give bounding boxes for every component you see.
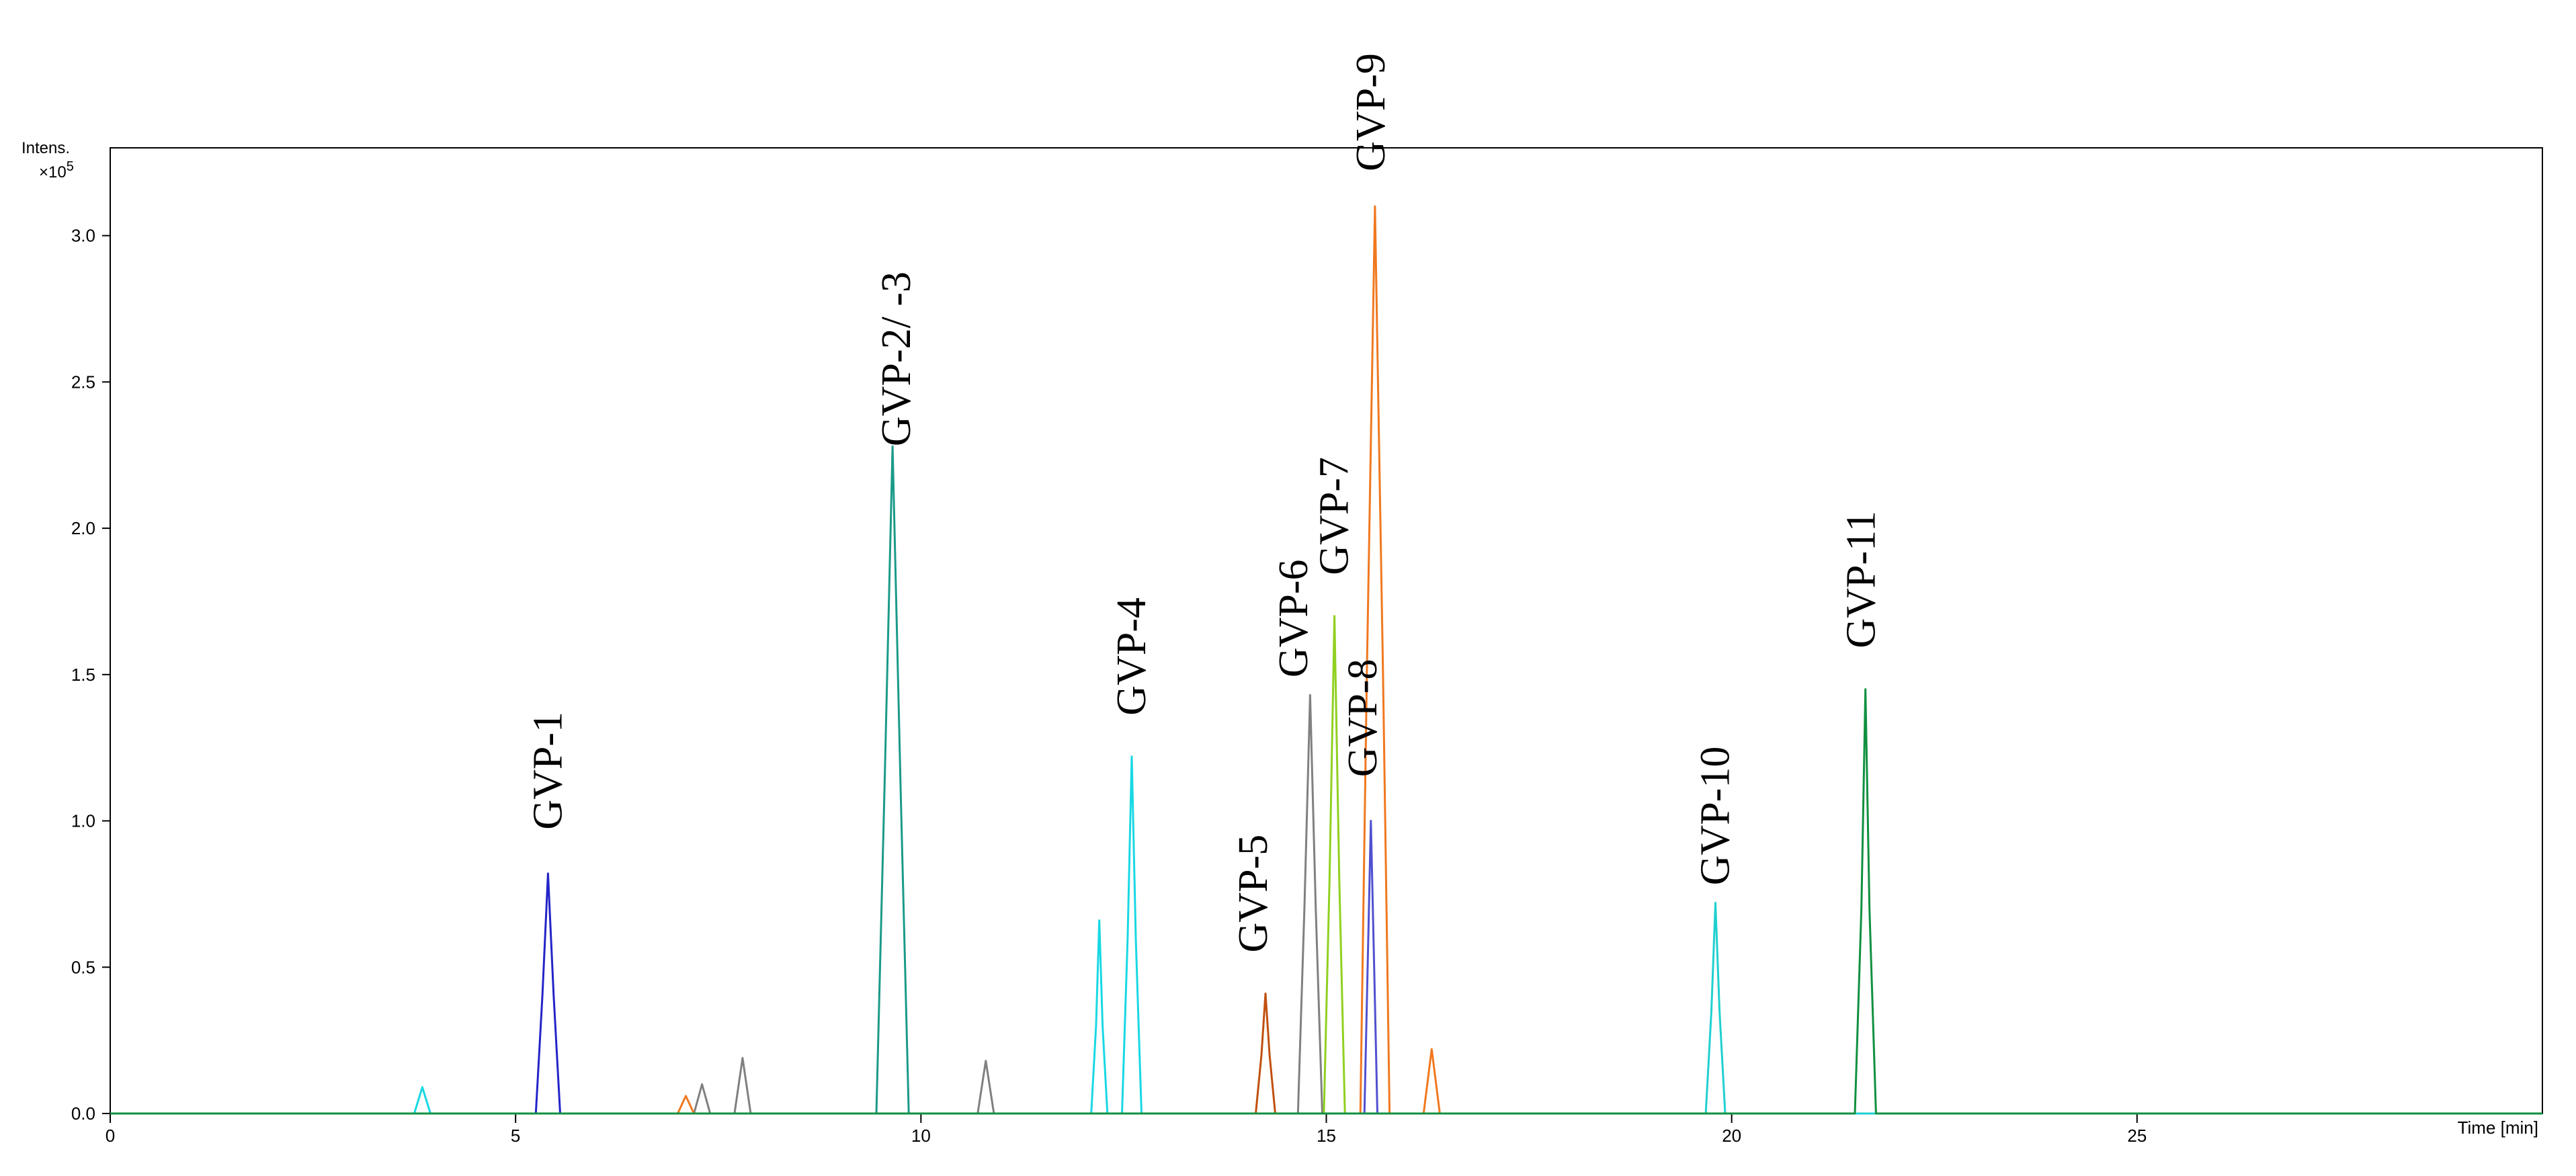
trace xyxy=(110,205,2542,1115)
peak-label: GVP-10 xyxy=(1693,747,1739,886)
x-tick-label: 25 xyxy=(2127,1126,2147,1146)
y-tick-label: 2.5 xyxy=(71,372,95,392)
x-tick-label: 15 xyxy=(1317,1126,1336,1146)
y-multiplier-exponent: 5 xyxy=(67,159,74,174)
y-tick-label: 0.0 xyxy=(71,1103,95,1124)
peak-label: GVP-9 xyxy=(1348,53,1394,171)
peak-label: GVP-7 xyxy=(1312,457,1358,575)
y-tick-label: 1.0 xyxy=(71,811,95,831)
x-tick-label: 0 xyxy=(106,1126,115,1146)
peak-label: GVP-6 xyxy=(1271,559,1317,677)
trace xyxy=(110,820,2542,1115)
x-axis-label: Time [min] xyxy=(2458,1118,2538,1138)
peak-label: GVP-4 xyxy=(1109,597,1155,716)
peak-label: GVP-5 xyxy=(1231,835,1276,953)
y-tick-label: 3.0 xyxy=(71,226,95,246)
trace xyxy=(110,615,2542,1115)
x-tick-label: 5 xyxy=(511,1126,520,1146)
y-tick-label: 0.5 xyxy=(71,957,95,977)
x-tick-label: 20 xyxy=(1722,1126,1741,1146)
peak-label: GVP-11 xyxy=(1839,511,1884,648)
y-multiplier: ×105 xyxy=(39,159,74,181)
peak-label: GVP-2/ -3 xyxy=(874,271,919,446)
y-tick-label: 2.0 xyxy=(71,518,95,538)
plot-frame xyxy=(110,147,2543,1114)
x-tick-label: 10 xyxy=(911,1126,931,1146)
trace xyxy=(110,688,2542,1115)
y-multiplier-base: ×10 xyxy=(39,163,67,181)
trace xyxy=(110,755,2542,1115)
y-axis-label: Intens. xyxy=(22,139,70,157)
peak-label: GVP-8 xyxy=(1340,659,1386,778)
y-tick-label: 1.5 xyxy=(71,665,95,685)
trace xyxy=(110,694,2542,1115)
peak-label: GVP-1 xyxy=(525,712,571,830)
